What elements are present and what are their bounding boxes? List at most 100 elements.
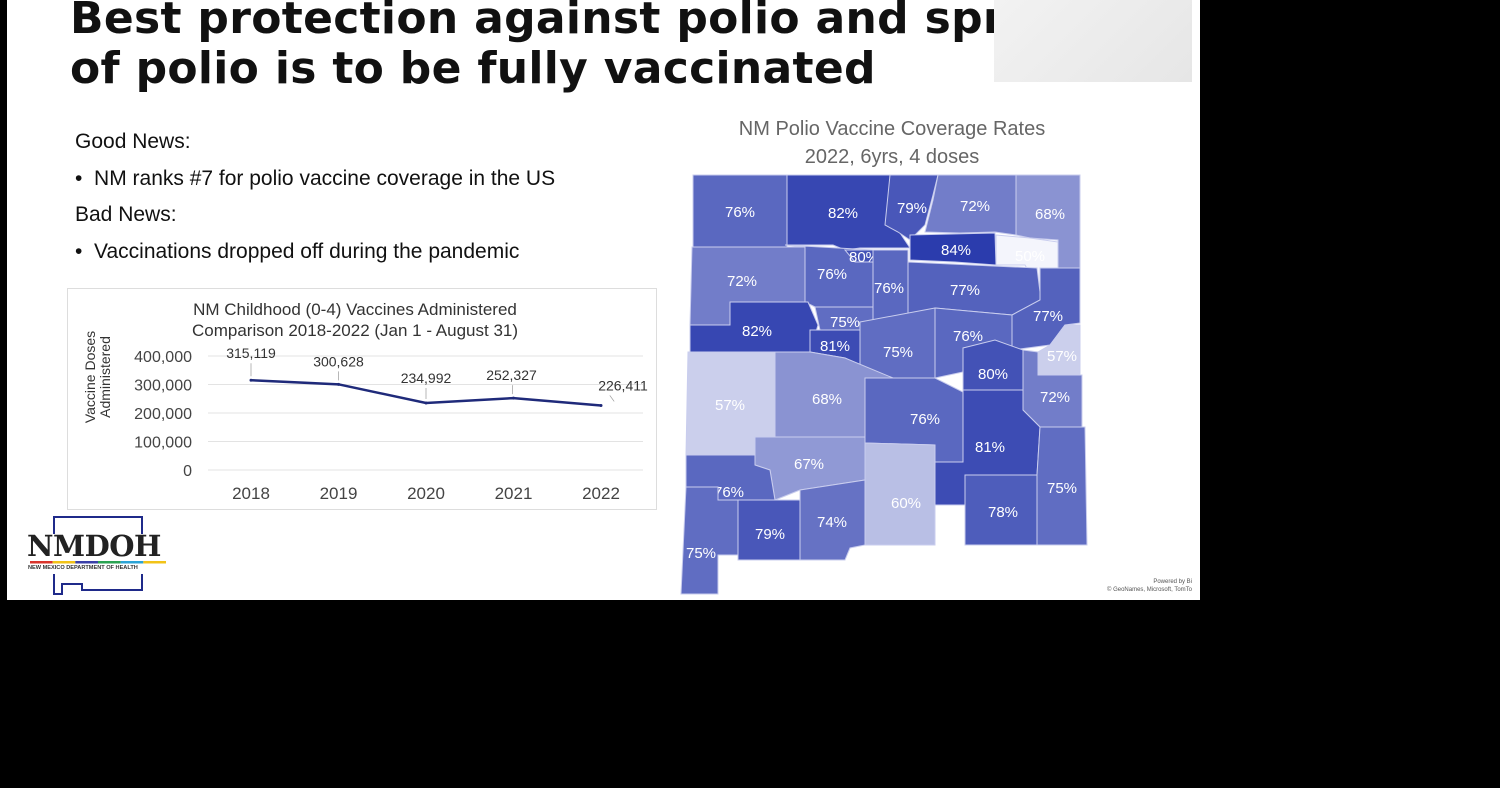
county[interactable]: 68% [755, 351, 894, 438]
data-point [512, 396, 515, 400]
county[interactable]: 76% [692, 174, 788, 248]
county-value-label: 76% [714, 484, 744, 501]
county-value-label: 74% [817, 514, 847, 531]
logo-stripe [52, 561, 76, 564]
nmdoh-logo: NMDOH NEW MEXICO DEPARTMENT OF HEALTH [22, 512, 177, 597]
good-news-text: NM ranks #7 for polio vaccine coverage i… [94, 167, 556, 190]
county-value-label: 77% [1033, 308, 1063, 325]
county-value-label: 68% [812, 391, 842, 408]
bullet-icon: • [75, 240, 83, 263]
county-value-label: 82% [828, 205, 858, 222]
title-line-1: Best protection against polio and spread [70, 0, 1097, 44]
county[interactable]: 81% [934, 389, 1041, 506]
attribution-line-2: © GeoNames, Microsoft, TomTo [1106, 587, 1192, 593]
county-shape[interactable] [964, 474, 1038, 546]
county[interactable]: 76% [934, 307, 1013, 379]
county-value-label: 76% [910, 411, 940, 428]
line-chart: NM Childhood (0-4) Vaccines Administered… [67, 288, 657, 510]
nm-outline-icon [30, 516, 166, 595]
slide-title: Best protection against polio and spread… [70, 0, 1097, 94]
y-axis-label-line-2: Administered [97, 336, 113, 418]
county[interactable]: 78% [964, 474, 1038, 546]
county-shape[interactable] [864, 442, 936, 546]
county-value-label: 50% [1015, 248, 1045, 265]
county-value-label: 80% [978, 366, 1008, 383]
county-value-label: 79% [755, 526, 785, 543]
county-value-label: 77% [950, 282, 980, 299]
county-value-label: 80% [849, 249, 879, 266]
county-value-label: 81% [975, 439, 1005, 456]
county[interactable]: 72% [1022, 349, 1083, 428]
data-label: 300,628 [313, 353, 364, 369]
chart-title-line-1: NM Childhood (0-4) Vaccines Administered [193, 300, 517, 319]
county-value-label: 57% [715, 397, 745, 414]
county[interactable]: 84% [909, 232, 997, 266]
county-value-label: 79% [897, 200, 927, 217]
county-value-label: 76% [874, 280, 904, 297]
county-shape[interactable] [799, 479, 866, 561]
logo-subtitle: NEW MEXICO DEPARTMENT OF HEALTH [28, 565, 138, 571]
slide: Best protection against polio and spread… [7, 0, 1200, 600]
county-value-label: 76% [953, 328, 983, 345]
nm-county-map: 76% 82% 79% 72% 68% 84% 50% 72% 76% 80% 76% 77% 77% 8… [680, 174, 1088, 595]
county-value-label: 75% [686, 545, 716, 562]
county-value-label: 82% [742, 323, 772, 340]
data-label: 226,411 [598, 377, 648, 393]
x-tick-label: 2021 [495, 484, 533, 503]
county[interactable]: 57% [1037, 324, 1081, 376]
logo-stripe [75, 561, 98, 564]
y-tick-label: 200,000 [134, 406, 192, 423]
logo-stripe [30, 561, 53, 564]
county[interactable]: 60% [864, 442, 936, 546]
county[interactable]: 75% [1036, 426, 1088, 546]
county[interactable]: 57% [685, 351, 776, 456]
y-tick-label: 400,000 [134, 349, 192, 366]
county[interactable]: 75% [680, 486, 739, 595]
data-point [599, 403, 603, 407]
title-line-2: of polio is to be fully vaccinated [70, 43, 876, 94]
county-shape[interactable] [909, 232, 997, 266]
logo-text: NMDOH [27, 529, 161, 563]
county[interactable]: 68% [1015, 174, 1081, 269]
y-tick-label: 300,000 [134, 378, 192, 395]
data-point [249, 378, 253, 382]
county[interactable]: 74% [799, 479, 866, 561]
logo-stripe [120, 561, 144, 564]
county-value-label: 75% [830, 314, 860, 331]
bad-news-bullet: • Vaccinations dropped off during the pa… [75, 240, 519, 264]
county[interactable]: 80% [962, 339, 1024, 393]
data-point [337, 382, 340, 386]
county[interactable]: 75% [814, 306, 874, 331]
map-title-line-1: NM Polio Vaccine Coverage Rates [738, 118, 1046, 140]
data-label: 252,327 [486, 367, 537, 383]
county[interactable]: 75% [859, 307, 936, 379]
county-value-label: 76% [725, 204, 755, 221]
chart-title-line-2: Comparison 2018-2022 (Jan 1 - August 31) [192, 321, 518, 340]
x-tick-label: 2020 [407, 484, 445, 503]
county[interactable]: 79% [737, 499, 801, 561]
county[interactable]: 76% [864, 377, 964, 463]
county-shape[interactable] [680, 486, 739, 595]
county-value-label: 78% [988, 504, 1018, 521]
county-value-label: 72% [960, 198, 990, 215]
county[interactable]: 72% [924, 174, 1017, 236]
x-tick-label: 2022 [582, 484, 620, 503]
county-shape[interactable] [1036, 426, 1088, 546]
logo-stripe [143, 561, 166, 564]
good-news-bullet: • NM ranks #7 for polio vaccine coverage… [75, 167, 555, 191]
county-value-label: 57% [1047, 348, 1077, 365]
data-label-leader [609, 395, 615, 402]
corner-image-placeholder [994, 0, 1192, 82]
y-tick-label: 0 [183, 463, 192, 480]
county-value-label: 60% [891, 495, 921, 512]
map-attribution: Powered by Bi © GeoNames, Microsoft, Tom… [1107, 578, 1192, 594]
county-value-label: 67% [794, 456, 824, 473]
county-value-label: 75% [883, 344, 913, 361]
map-title-line-2: 2022, 6yrs, 4 doses [804, 146, 980, 168]
county[interactable]: 76% [872, 249, 909, 323]
county-value-label: 75% [1047, 480, 1077, 497]
y-tick-label: 100,000 [134, 435, 192, 452]
attribution-line-1: Powered by Bi [1153, 579, 1192, 585]
county[interactable]: 79% [884, 174, 939, 241]
bullet-icon: • [75, 167, 83, 190]
